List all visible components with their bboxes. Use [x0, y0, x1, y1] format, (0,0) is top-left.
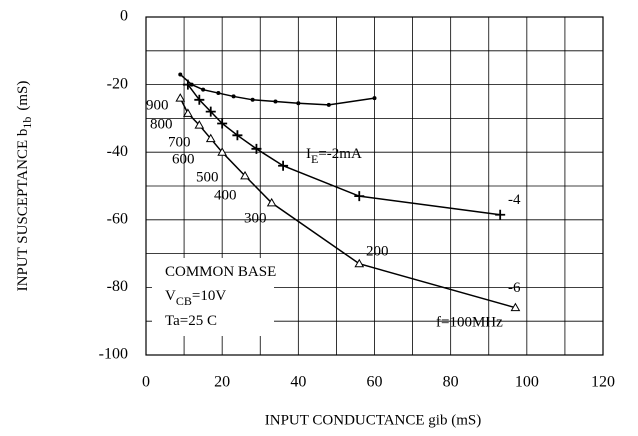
- condition-label: Ta=25 C: [165, 313, 217, 329]
- condition-label-rest: =10V: [192, 288, 226, 304]
- y-tick-label: -20: [107, 75, 128, 92]
- x-tick-label: 100: [515, 374, 539, 391]
- frequency-label: 700: [168, 134, 191, 150]
- conditions-box: [152, 258, 274, 336]
- point: [273, 99, 278, 104]
- point: [372, 96, 377, 101]
- y-tick-label: -40: [107, 143, 128, 160]
- curve-label-rest: =-2mA: [318, 146, 362, 162]
- y-axis-label: INPUT SUSCEPTANCE b1b (mS): [15, 81, 33, 292]
- point: [266, 197, 277, 207]
- condition-label-text: Ta=25 C: [165, 313, 217, 329]
- x-tick-label: 120: [591, 374, 615, 391]
- point: [194, 94, 205, 105]
- condition-label: COMMON BASE: [165, 264, 276, 280]
- point: [217, 147, 228, 156]
- frequency-label: 900: [146, 97, 169, 113]
- condition-label-text: COMMON BASE: [165, 264, 276, 280]
- y-axis-label-text: INPUT SUSCEPTANCE b: [15, 129, 31, 292]
- point: [296, 101, 301, 106]
- y-tick-label: -60: [107, 210, 128, 227]
- x-tick-label: 80: [443, 374, 459, 391]
- x-tick-label: 20: [214, 374, 230, 391]
- curve-label-text: I: [306, 146, 311, 162]
- curve-label: -6: [508, 280, 521, 296]
- curve-label-text: -4: [508, 192, 521, 208]
- point: [175, 93, 186, 102]
- x-axis-label: INPUT CONDUCTANCE gib (mS): [265, 412, 481, 428]
- point: [354, 191, 365, 202]
- point: [250, 97, 255, 102]
- point: [217, 118, 228, 129]
- curve-label-sub: E: [311, 152, 318, 166]
- plot-frame: [145, 16, 604, 356]
- point: [278, 160, 289, 171]
- condition-label-sub: CB: [176, 294, 192, 308]
- point: [231, 94, 236, 99]
- point: [178, 72, 183, 77]
- frequency-label: 800: [150, 116, 173, 132]
- frequency-label: 300: [244, 210, 267, 226]
- frequency-label: 600: [172, 151, 195, 167]
- condition-label: VCB=10V: [165, 288, 226, 307]
- curve-label: IE=-2mA: [306, 146, 362, 165]
- y-tick-label: 0: [120, 8, 128, 25]
- y-tick-label: -80: [107, 278, 128, 295]
- point: [510, 302, 521, 312]
- frequency-label: f=100MHz: [436, 314, 503, 330]
- frequency-label: 400: [214, 187, 237, 203]
- point: [495, 209, 506, 220]
- x-tick-label: 0: [142, 374, 150, 391]
- point: [201, 87, 206, 92]
- point: [205, 133, 216, 143]
- point: [326, 102, 331, 107]
- point: [194, 120, 205, 129]
- marks: [175, 72, 521, 312]
- y-tick-label: -100: [99, 346, 128, 363]
- annotations: IE=-2mA -4 -6 COMMON BASE VCB=10V Ta=25 C 900 8…: [146, 97, 521, 330]
- point: [183, 108, 193, 117]
- y-axis-label-unit: (mS): [15, 81, 31, 111]
- x-tick-label: 40: [290, 374, 306, 391]
- point: [354, 258, 365, 268]
- frequency-label: 500: [196, 169, 219, 185]
- curve-label-text: -6: [508, 280, 521, 296]
- series-line: [179, 73, 375, 106]
- x-tick-label: 60: [367, 374, 383, 391]
- curve-label: -4: [508, 192, 521, 208]
- point: [240, 170, 250, 180]
- point: [251, 143, 262, 154]
- y-axis-label-sub: 1b: [20, 117, 34, 129]
- point: [182, 79, 193, 90]
- condition-label-text: V: [165, 288, 176, 304]
- point: [205, 106, 216, 117]
- point: [216, 91, 221, 96]
- frequency-label: 200: [366, 243, 389, 259]
- point: [232, 130, 243, 141]
